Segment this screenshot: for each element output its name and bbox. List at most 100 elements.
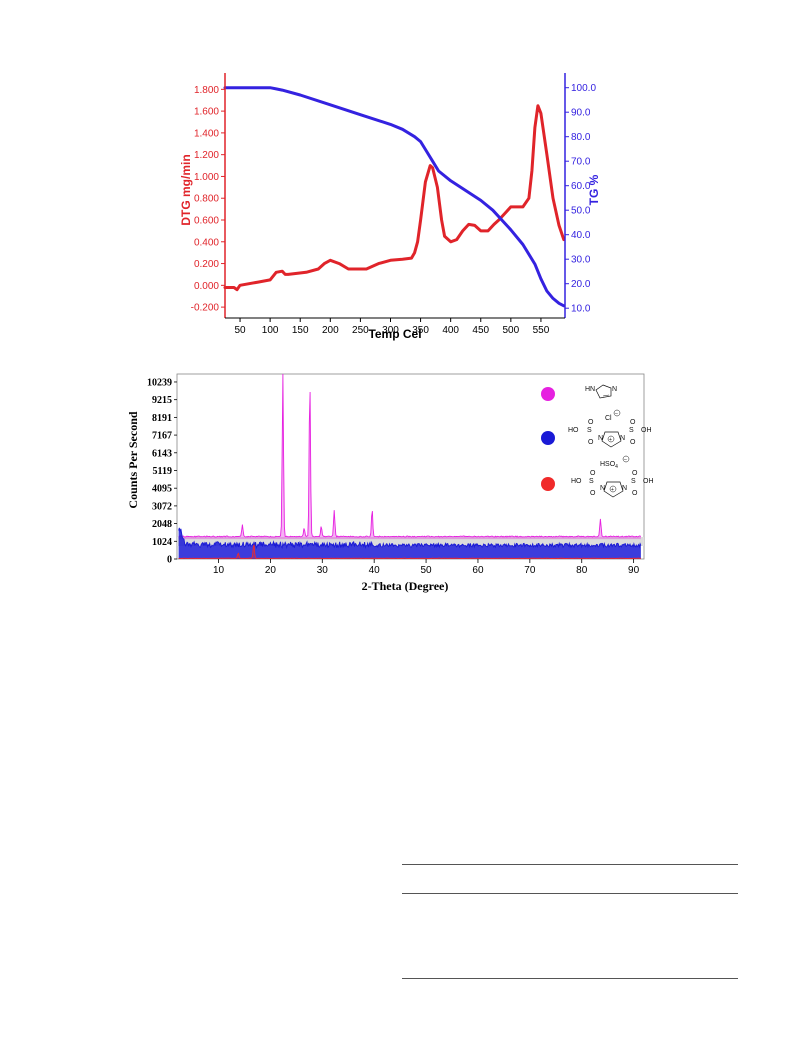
tga-x-tick-label: 400 [442, 325, 459, 336]
xrd-y-tick-label: 1024 [152, 537, 172, 548]
xrd-y-tick-label: 6143 [152, 448, 172, 459]
tga-left-tick-label: 0.800 [194, 194, 219, 205]
hydrogensulfate-salt-structure-icon: HSO4 – HO S O O N + N S O O OH [571, 455, 654, 498]
tga-x-label: Temp Cel [368, 327, 421, 341]
hso4-o3-label: O [632, 470, 638, 477]
xrd-y-tick-label: 8191 [152, 413, 172, 424]
hso4-ho-label: HO [571, 478, 582, 485]
tga-right-tick-label: 60.0 [571, 181, 591, 192]
xrd-y-tick-label: 10239 [147, 377, 172, 388]
cl-o3-label: O [630, 419, 636, 426]
tga-left-tick-label: 1.400 [194, 128, 219, 139]
xrd-y-tick-label: 5119 [153, 466, 172, 477]
tga-right-tick-label: 100.0 [571, 83, 596, 94]
tga-x-tick-label: 200 [322, 325, 339, 336]
legend-marker-chloride-salt [541, 431, 555, 445]
xrd-plot-frame [176, 373, 645, 560]
tga-right-tick-label: 10.0 [571, 304, 591, 315]
tga-left-tick-label: 1.800 [194, 85, 219, 96]
tga-left-tick-label: 0.200 [194, 259, 219, 270]
legend-marker-imidazole [541, 387, 555, 401]
cl-ho-label: HO [568, 427, 579, 434]
table-top-rule [402, 864, 738, 865]
cl-o2-label: O [588, 439, 594, 446]
tga-left-tick-label: 0.000 [194, 281, 219, 292]
tg-series-line [223, 86, 566, 308]
xrd-series-chloride-salt [178, 527, 642, 559]
xrd-series-hydrogensulfate-salt [178, 543, 641, 560]
xrd-series-imidazole [178, 373, 642, 540]
cl-plus-label: + [609, 437, 612, 443]
hso4-o2-label: O [590, 490, 596, 497]
xrd-series-line [178, 527, 642, 550]
xrd-y-tick-label: 4095 [152, 484, 172, 495]
tga-right-tick-label: 90.0 [571, 108, 591, 119]
hso4-n2-label: N [622, 485, 627, 492]
xrd-x-tick-label: 80 [576, 565, 588, 576]
cl-charge: – [615, 411, 618, 417]
tga-right-tick-label: 80.0 [571, 132, 591, 143]
cl-s1-label: S [587, 427, 592, 434]
cl-s2-label: S [629, 427, 634, 434]
tga-left-tick-label: 1.600 [194, 107, 219, 118]
cl-anion-label: Cl [605, 415, 612, 422]
hso4-plus-label: + [611, 487, 614, 493]
imidazole-structure-icon: HN N [585, 384, 617, 399]
xrd-series-fill [178, 527, 641, 559]
dtg-series-line [223, 104, 566, 292]
xrd-y-tick-label: 9215 [152, 395, 172, 406]
hso4-o4-label: O [632, 490, 638, 497]
tga-right-tick-label: 20.0 [571, 279, 591, 290]
tga-x-tick-label: 150 [292, 325, 309, 336]
tga-x-tick-label: 250 [352, 325, 369, 336]
cl-o4-label: O [630, 439, 636, 446]
tga-left-tick-label: 0.400 [194, 237, 219, 248]
tga-x-tick-label: 100 [262, 325, 279, 336]
tga-x-tick-label: 500 [502, 325, 519, 336]
tga-left-tick-label: 0.600 [194, 216, 219, 227]
xrd-x-tick-label: 40 [369, 565, 381, 576]
hso4-s1-label: S [589, 478, 594, 485]
hso4-n1-label: N [600, 485, 605, 492]
xrd-y-tick-label: 7167 [152, 431, 172, 442]
tga-plot-area [225, 73, 565, 318]
tga-x-tick-label: 50 [234, 325, 246, 336]
table-bottom-rule [402, 978, 738, 979]
tga-right-tick-label: 40.0 [571, 230, 591, 241]
xrd-series-line [178, 373, 642, 538]
xrd-series-fill [178, 374, 641, 540]
cl-n2-label: N [620, 435, 625, 442]
xrd-x-tick-label: 30 [317, 565, 329, 576]
xrd-x-tick-label: 60 [472, 565, 484, 576]
xrd-x-tick-label: 10 [213, 565, 225, 576]
xrd-series-line [178, 544, 641, 560]
xrd-y-tick-label: 3072 [152, 501, 172, 512]
tga-x-tick-label: 350 [412, 325, 429, 336]
tga-dtg-chart: 50 100 150 200 250 300 350 400 450 500 550 -0.200 0.… [179, 73, 601, 341]
xrd-legend: HN N Cl – HO S O O N + N S O O OH HSO4 – [541, 384, 654, 498]
xrd-chart: 10 20 30 40 50 60 70 80 90 0 1024 2048 3072 4095 5119 6… [126, 373, 654, 593]
xrd-y-tick-label: 0 [167, 555, 172, 566]
cl-o1-label: O [588, 419, 594, 426]
tga-left-tick-label: -0.200 [191, 303, 220, 314]
tga-right-tick-label: 70.0 [571, 157, 591, 168]
xrd-x-tick-label: 70 [524, 565, 536, 576]
tga-x-tick-label: 550 [533, 325, 550, 336]
tga-right-tick-label: 30.0 [571, 255, 591, 266]
tga-left-tick-label: 1.000 [194, 172, 219, 183]
xrd-y-tick-label: 2048 [152, 519, 172, 530]
cl-n1-label: N [598, 435, 603, 442]
xrd-baseline-band [177, 537, 644, 546]
chloride-salt-structure-icon: Cl – HO S O O N + N S O O OH [568, 409, 652, 448]
hso4-o1-label: O [590, 470, 596, 477]
imidazole-hn-label: HN [585, 386, 595, 393]
tga-x-tick-label: 450 [472, 325, 489, 336]
table-header-rule [402, 893, 738, 894]
tga-x-tick-label: 300 [382, 325, 399, 336]
tga-right-y-label: TG % [587, 174, 601, 205]
hso4-s2-label: S [631, 478, 636, 485]
tga-left-y-label: DTG mg/min [179, 154, 193, 225]
imidazole-n-label: N [612, 386, 617, 393]
xrd-x-tick-label: 20 [265, 565, 277, 576]
xrd-x-label: 2-Theta (Degree) [362, 579, 449, 593]
